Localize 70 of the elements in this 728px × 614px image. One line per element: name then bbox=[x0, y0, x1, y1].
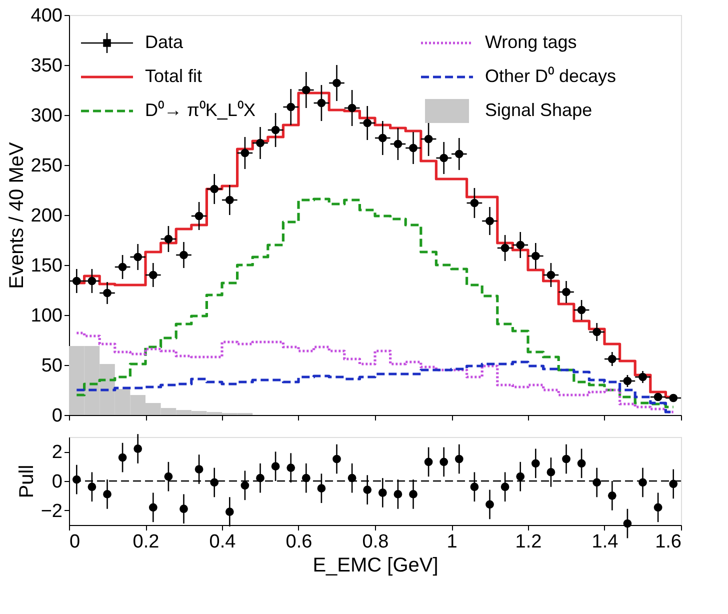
x-tick-label: 0.2 bbox=[132, 532, 160, 552]
point bbox=[148, 270, 158, 280]
x-tick-label: 0.4 bbox=[209, 532, 236, 552]
point bbox=[562, 288, 570, 296]
legend-label: Total fit bbox=[145, 66, 202, 86]
point bbox=[592, 328, 602, 336]
x-tick-label: 0.6 bbox=[286, 532, 312, 552]
point bbox=[210, 184, 219, 194]
point bbox=[271, 126, 280, 134]
y-tick-label: 350 bbox=[30, 56, 62, 76]
point bbox=[88, 276, 96, 286]
x-tick-label: 0 bbox=[70, 532, 80, 552]
y-tick-label: 150 bbox=[30, 256, 62, 276]
y-tick-label: 400 bbox=[30, 6, 62, 26]
point bbox=[240, 148, 250, 158]
x-tick-label: 1.4 bbox=[592, 532, 619, 552]
y-tick-label: 200 bbox=[30, 206, 62, 226]
legend-label: Signal Shape bbox=[485, 100, 592, 120]
point bbox=[378, 134, 387, 142]
legend-label: Data bbox=[145, 32, 184, 52]
x-tick-label: 1.6 bbox=[655, 532, 682, 552]
point bbox=[194, 212, 204, 220]
point bbox=[317, 98, 326, 108]
y-tick-label: 0 bbox=[52, 406, 62, 426]
point bbox=[454, 150, 464, 158]
y-tick-label: 250 bbox=[30, 156, 62, 176]
point bbox=[332, 78, 341, 88]
x-axis-title: E_EMC [GeV] bbox=[312, 554, 438, 576]
point bbox=[302, 86, 310, 94]
point bbox=[486, 216, 494, 226]
y-axis-title: Pull bbox=[16, 464, 38, 498]
y-tick-label: 50 bbox=[41, 356, 62, 376]
y-axis-title: Events / 40 MeV bbox=[6, 141, 28, 289]
x-tick-label: 1.2 bbox=[515, 532, 542, 552]
point bbox=[546, 270, 556, 280]
point bbox=[470, 198, 479, 208]
point bbox=[348, 104, 356, 112]
point bbox=[440, 154, 448, 162]
point bbox=[286, 102, 296, 112]
point bbox=[531, 252, 540, 260]
y-tick-label: 2 bbox=[52, 442, 62, 464]
y-tick-label: 0 bbox=[52, 472, 62, 492]
point bbox=[394, 140, 402, 148]
legend-label: Wrong tags bbox=[485, 32, 577, 52]
y-tick-label: 100 bbox=[30, 306, 62, 326]
point bbox=[409, 144, 418, 152]
point bbox=[516, 240, 525, 250]
point bbox=[638, 372, 647, 382]
point bbox=[72, 276, 81, 286]
point bbox=[623, 376, 632, 386]
point bbox=[500, 244, 510, 252]
x-tick-label: 1 bbox=[446, 532, 458, 552]
point bbox=[608, 354, 616, 364]
legend-label: Other D⁰ decays bbox=[485, 66, 616, 86]
point bbox=[424, 134, 433, 144]
y-tick-label: 300 bbox=[30, 106, 62, 126]
point bbox=[164, 234, 173, 244]
point bbox=[225, 196, 234, 204]
point bbox=[180, 250, 188, 260]
legend-label: D⁰→ π⁰K_L⁰X bbox=[145, 100, 256, 120]
point bbox=[103, 288, 112, 298]
y-tick-label: −2 bbox=[40, 500, 62, 522]
point bbox=[118, 262, 127, 272]
point bbox=[363, 118, 372, 128]
point bbox=[134, 252, 142, 262]
point bbox=[256, 138, 264, 148]
x-tick-label: 0.8 bbox=[362, 532, 389, 552]
point bbox=[654, 392, 662, 402]
point bbox=[577, 306, 586, 314]
point bbox=[669, 394, 678, 402]
